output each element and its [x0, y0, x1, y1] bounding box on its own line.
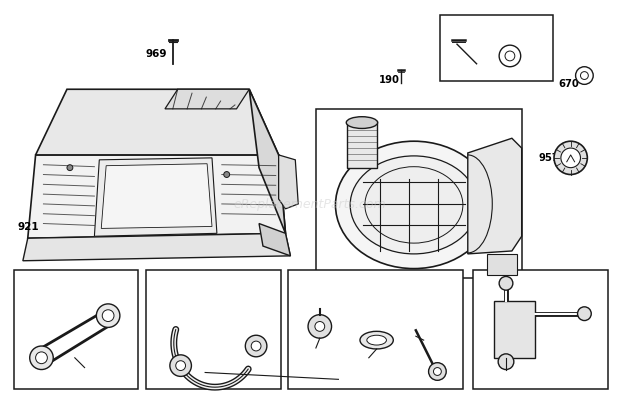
Polygon shape [259, 224, 290, 256]
Polygon shape [28, 156, 285, 239]
Ellipse shape [346, 117, 378, 129]
Text: 601: 601 [57, 379, 74, 389]
Polygon shape [94, 158, 217, 237]
Circle shape [561, 149, 580, 168]
Ellipse shape [367, 335, 386, 345]
Circle shape [433, 368, 441, 375]
Circle shape [315, 322, 325, 332]
Ellipse shape [360, 332, 393, 349]
Circle shape [505, 52, 515, 62]
Polygon shape [467, 139, 521, 254]
Polygon shape [23, 234, 290, 261]
Circle shape [428, 363, 446, 381]
Ellipse shape [350, 156, 477, 254]
Circle shape [102, 310, 114, 322]
Text: 957: 957 [538, 153, 559, 162]
Text: 969: 969 [145, 49, 167, 59]
Circle shape [175, 361, 185, 371]
Text: 601A: 601A [477, 361, 500, 370]
Text: 187A: 187A [150, 272, 180, 282]
Bar [14, 270, 138, 389]
Circle shape [580, 73, 588, 80]
Polygon shape [278, 156, 298, 209]
Bar [316, 109, 521, 279]
Circle shape [575, 67, 593, 85]
Circle shape [30, 346, 53, 370]
Text: 670: 670 [558, 79, 578, 89]
Circle shape [554, 142, 587, 175]
Ellipse shape [335, 142, 492, 269]
Circle shape [224, 172, 229, 178]
Text: 187B: 187B [293, 272, 322, 282]
Text: 187: 187 [18, 272, 40, 282]
Circle shape [35, 352, 47, 364]
Polygon shape [101, 164, 212, 229]
Text: 1059: 1059 [445, 18, 473, 28]
Circle shape [578, 307, 591, 321]
Text: 601: 601 [197, 381, 215, 390]
Text: 190: 190 [379, 75, 399, 84]
Circle shape [498, 354, 514, 370]
Polygon shape [35, 90, 278, 156]
Bar [347, 122, 376, 168]
Text: 601: 601 [400, 340, 417, 349]
Bar [288, 270, 463, 389]
Circle shape [67, 165, 73, 171]
Text: 240: 240 [355, 365, 372, 374]
Circle shape [246, 335, 267, 357]
Text: 958: 958 [477, 272, 498, 282]
Bar [146, 270, 281, 389]
Circle shape [308, 315, 332, 338]
Polygon shape [165, 90, 249, 109]
Bar [440, 16, 553, 82]
Circle shape [499, 46, 521, 67]
Circle shape [251, 341, 261, 351]
Bar [472, 270, 608, 389]
Text: 921: 921 [18, 221, 40, 231]
Bar [494, 301, 536, 358]
Bar [487, 254, 517, 276]
Polygon shape [249, 90, 285, 234]
Text: 601: 601 [298, 355, 316, 364]
Circle shape [170, 355, 192, 377]
Circle shape [96, 304, 120, 328]
Text: 972: 972 [320, 111, 342, 122]
Text: eReplacementParts.com: eReplacementParts.com [234, 198, 386, 211]
Ellipse shape [365, 167, 463, 243]
Circle shape [499, 277, 513, 290]
